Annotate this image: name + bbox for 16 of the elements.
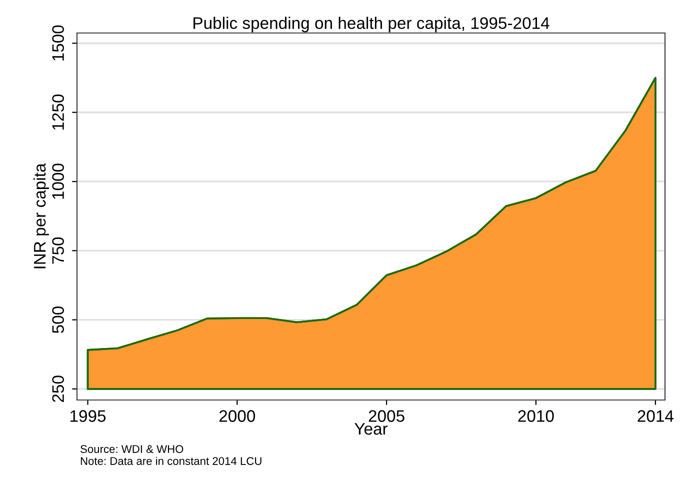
y-tick-label: 1000 (52, 164, 64, 199)
x-tick-label: 2010 (518, 410, 554, 422)
chart-title: Public spending on health per capita, 1995-2014 (194, 16, 550, 32)
y-tick-label: 250 (52, 376, 64, 402)
x-tick-label: 2005 (368, 410, 404, 422)
text: Note: Data are in constant 2014 LCU (80, 456, 262, 465)
x-tick-label: 2014 (638, 410, 674, 422)
x-tick-label: 1995 (70, 410, 106, 422)
source-note: Source: WDI & WHO (80, 445, 184, 453)
y-tick-label: 750 (52, 237, 64, 264)
y-tick-label: 1500 (52, 25, 64, 60)
y-tick-label: 1250 (52, 94, 64, 130)
y-tick-label: 500 (52, 306, 64, 334)
x-axis-title: Year (354, 423, 388, 435)
y-axis-title: INR per capita (33, 163, 49, 268)
x-tick-label: 2000 (219, 410, 256, 422)
